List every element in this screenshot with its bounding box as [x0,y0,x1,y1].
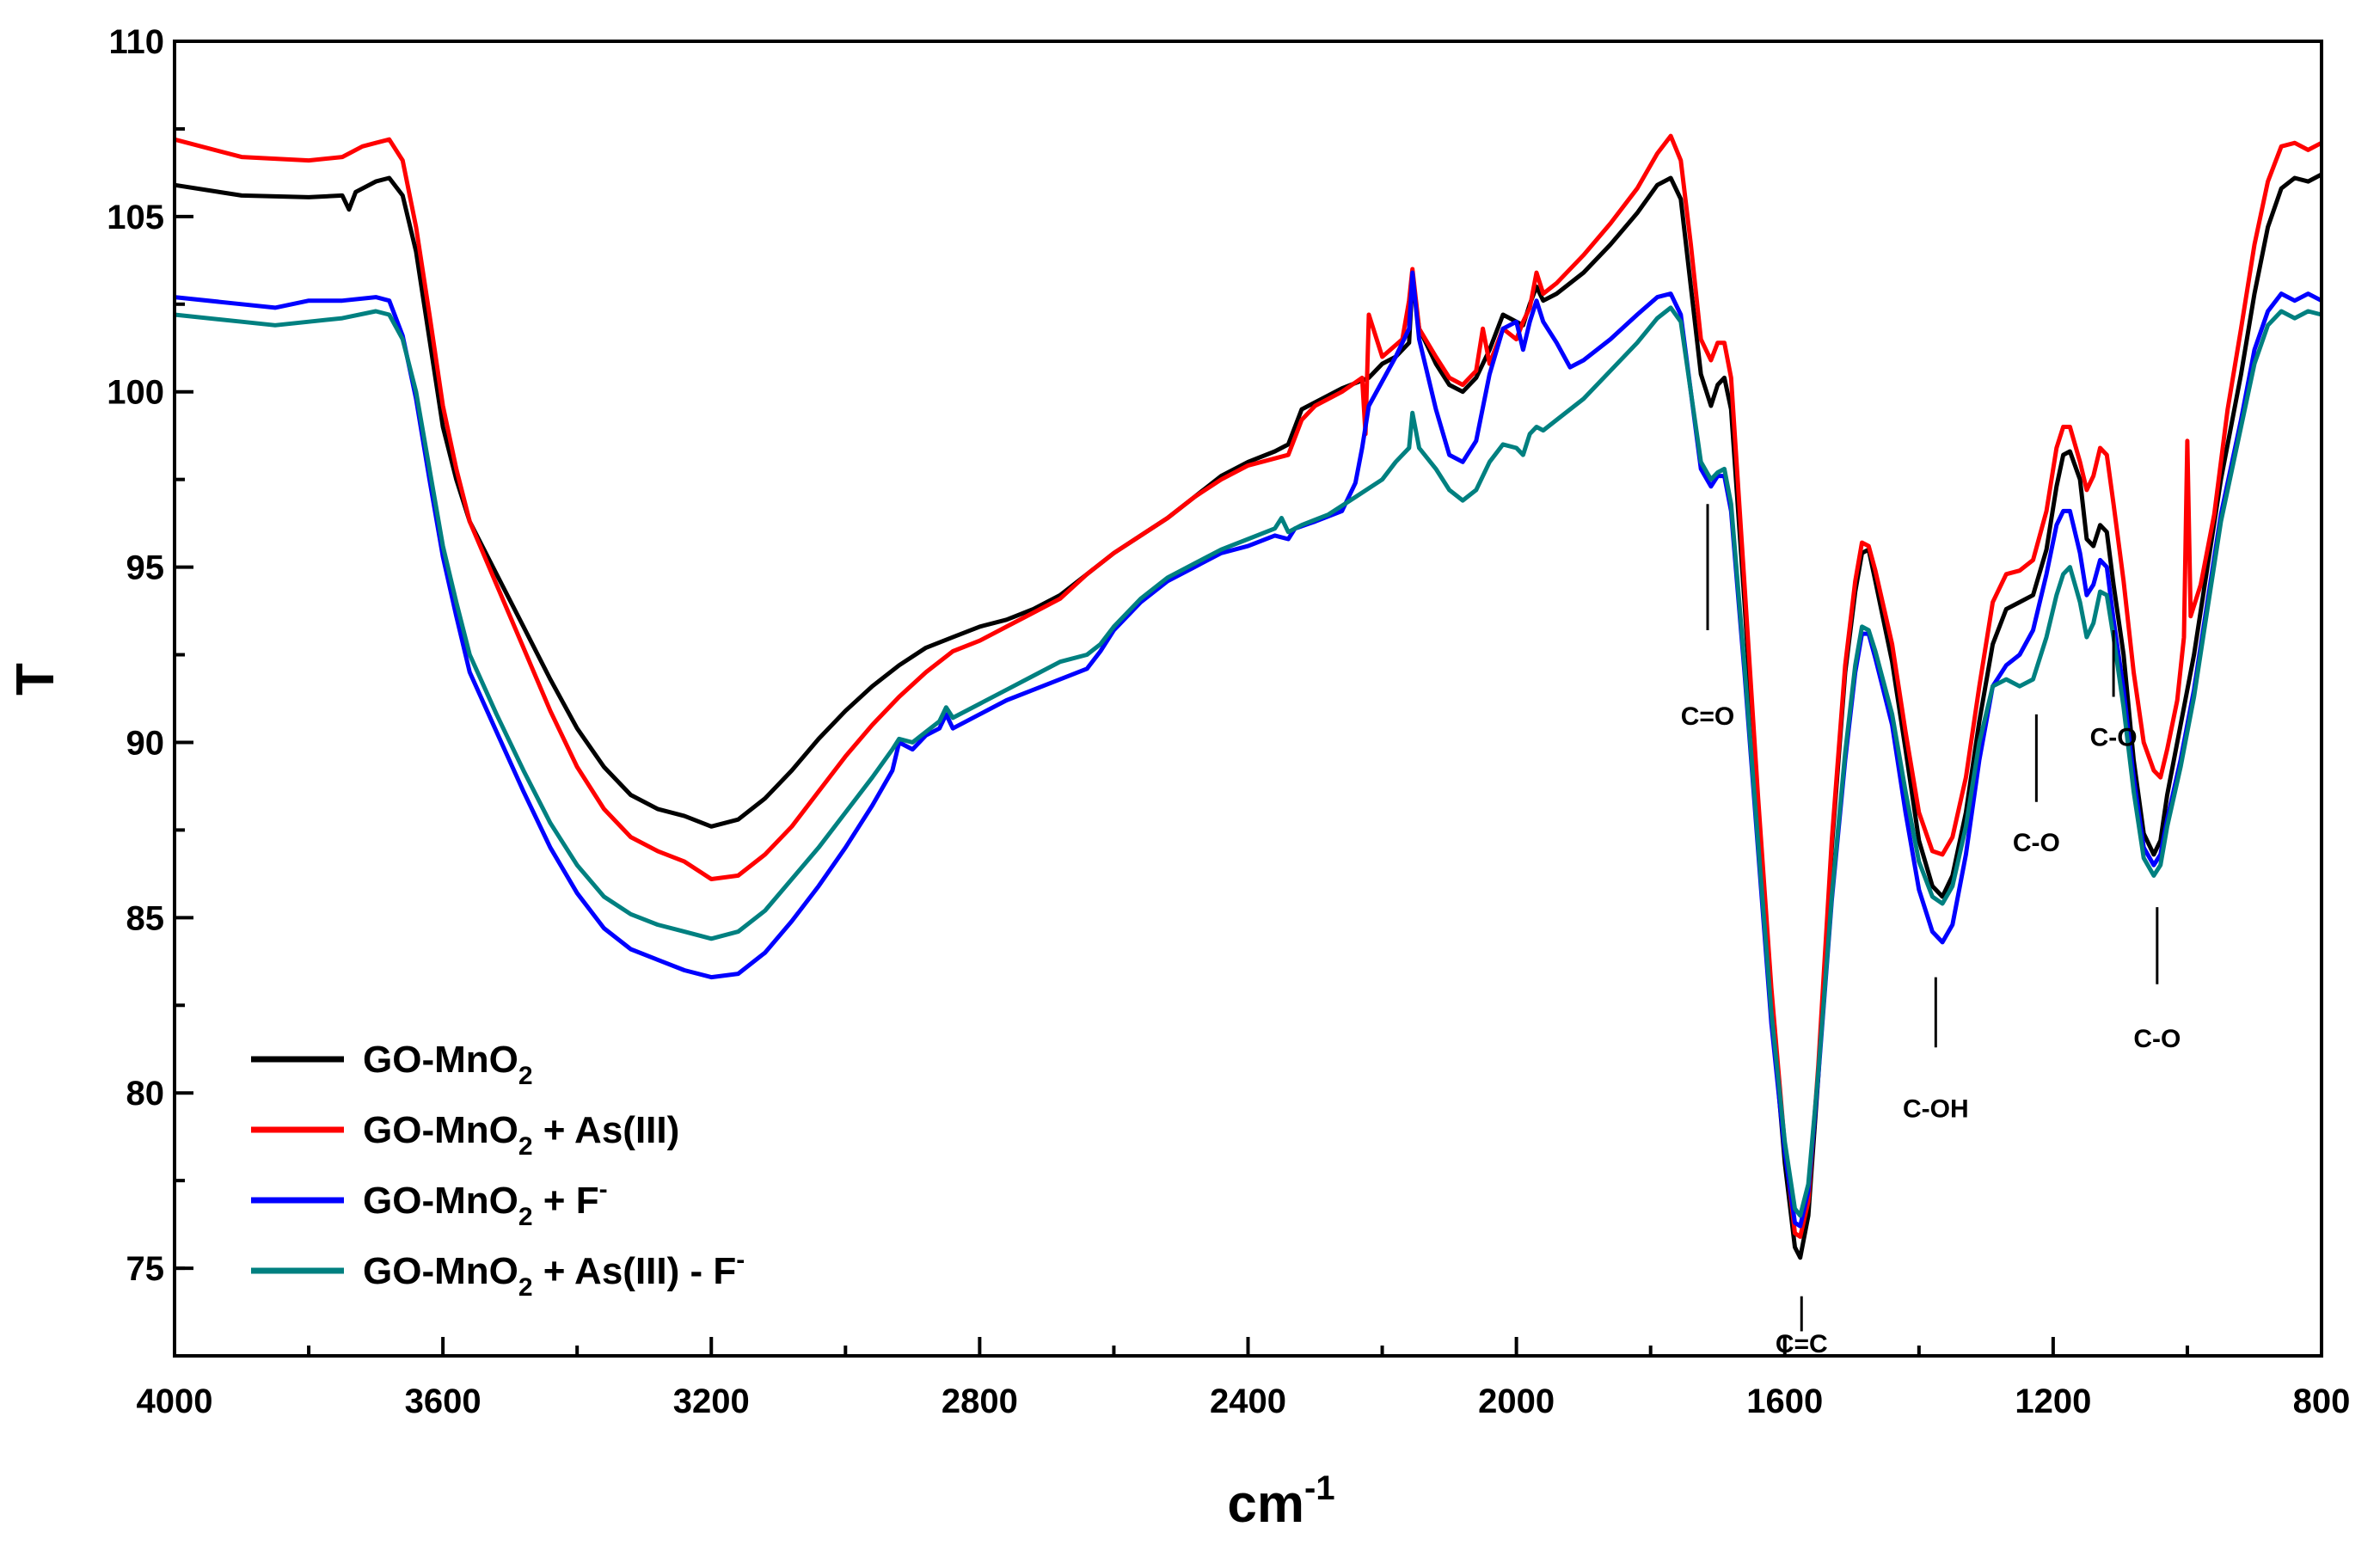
legend-item-4: GO-MnO2 + As(III) - F- [251,1246,745,1302]
y-tick-label: 75 [126,1250,165,1288]
x-tick-label: 3200 [673,1383,750,1420]
annotation-label-1: C=O [1681,702,1735,731]
y-tick-label: 80 [126,1075,165,1113]
legend-item-2: GO-MnO2 + As(III) [251,1109,679,1161]
x-tick-label: 800 [2293,1383,2351,1420]
legend-label: GO-MnO2 + F- [363,1175,608,1231]
x-tick-label: 1200 [2015,1383,2091,1420]
annotation-label-6: C-O [2133,1025,2181,1053]
x-tick-label: 3600 [405,1383,482,1420]
y-tick-label: 105 [107,199,164,236]
x-tick-label: 2800 [942,1383,1018,1420]
legend-item-1: GO-MnO2 [251,1039,533,1090]
annotation-layer: C=OC=CC-OHC-OC-OC-O [1681,504,2181,1358]
x-axis-label-main: cm [1227,1474,1304,1534]
y-tick-label: 100 [107,374,164,412]
y-tick-label: 110 [108,23,164,61]
legend-label: GO-MnO2 + As(III) [363,1109,679,1161]
y-tick-label: 90 [126,724,165,762]
legend-label: GO-MnO2 [363,1039,533,1090]
x-tick-label: 1600 [1746,1383,1823,1420]
series-line-2 [174,133,2323,1239]
annotation-label-4: C-O [2013,829,2060,857]
y-tick-label: 85 [126,899,165,937]
series-layer [174,133,2323,1260]
x-axis-label-exponent: -1 [1304,1469,1335,1507]
x-tick-label: 2000 [1478,1383,1555,1420]
x-tick-label: 2400 [1210,1383,1286,1420]
y-axis-label: T [6,663,65,696]
series-line-1 [174,172,2323,1260]
legend-label: GO-MnO2 + As(III) - F- [363,1246,745,1302]
x-axis-label: cm-1 [1227,1469,1334,1534]
legend-item-3: GO-MnO2 + F- [251,1175,608,1231]
annotation-label-5: C-O [2090,724,2138,752]
y-tick-label: 95 [126,549,165,587]
series-line-3 [174,270,2323,1229]
tick-layer: 4000 3600 3200 2800 2400 2000 1600 1200 800 75 80 8… [107,23,2350,1420]
x-tick-label: 4000 [137,1383,213,1420]
series-line-4 [174,305,2322,1218]
legend: GO-MnO2 GO-MnO2 + As(III) GO-MnO2 + F- GO-M… [251,1039,745,1302]
annotation-label-3: C-OH [1903,1095,1969,1124]
